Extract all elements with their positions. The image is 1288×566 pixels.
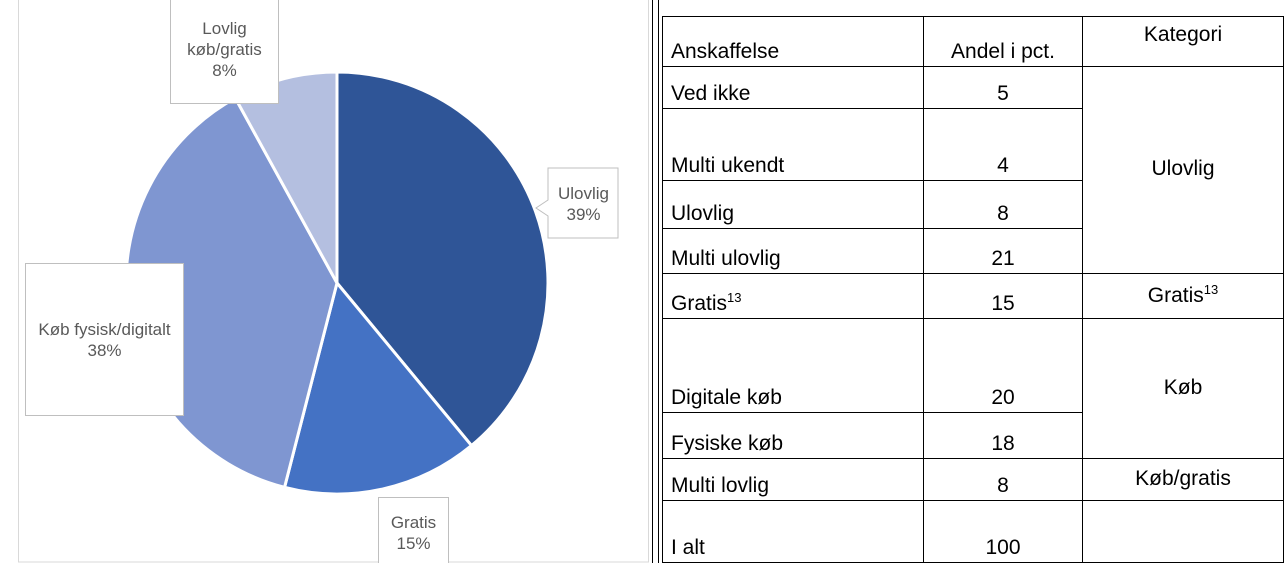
table-row: Gratis13 15 Gratis13 (662, 273, 1284, 319)
slice-name: Ulovlig (557, 183, 610, 203)
slice-label: Ulovlig 39% (550, 170, 617, 237)
cell: 8 (923, 180, 1083, 229)
pie-slice (335, 70, 550, 448)
header-cell: Andel i pct. (923, 16, 1083, 67)
slice-value: 8% (212, 61, 237, 80)
header-cell: Anskaffelse (662, 16, 924, 67)
table-row: Ulovlig 8 (662, 180, 1284, 229)
category-cell: Køb (1082, 318, 1284, 459)
table-row: Multi ukendt 4 (662, 108, 1284, 181)
table-row: Multi ulovlig 21 (662, 228, 1284, 274)
cell: Multi lovlig (662, 458, 924, 501)
pie-slice (282, 279, 474, 496)
slice-label: Lovlig køb/gratis 8% (172, 0, 277, 102)
slice-value: 38% (87, 340, 122, 360)
cell: I alt (662, 500, 924, 563)
divider (658, 0, 659, 563)
cell: 21 (923, 228, 1083, 274)
data-table: Anskaffelse Andel i pct. Kategori Ved ikke 5… (662, 16, 1284, 563)
table-row: Multi lovlig 8 Køb/gratis (662, 458, 1284, 501)
table-row: Digitale køb 20 Køb (662, 318, 1284, 459)
cell: Fysiske køb (662, 412, 924, 459)
footnote-ref: 13 (727, 290, 742, 305)
cell: 4 (923, 108, 1083, 181)
cell (1082, 500, 1284, 563)
slice-value: 15% (396, 533, 431, 553)
divider (652, 0, 653, 563)
cell-text: Gratis (1147, 284, 1204, 307)
cell: 18 (923, 412, 1083, 459)
cell: Multi ukendt (662, 108, 924, 181)
cell: Ved ikke (662, 66, 924, 109)
cell: Multi ulovlig (662, 228, 924, 274)
cell: Digitale køb (662, 318, 924, 413)
chart-frame (18, 0, 649, 563)
slice-name: Lovlig køb/gratis (187, 19, 262, 59)
table-row: Fysiske køb 18 (662, 412, 1284, 459)
slice-value: 39% (566, 204, 601, 224)
cell: 15 (923, 273, 1083, 319)
header-row: Anskaffelse Andel i pct. Kategori (662, 16, 1284, 67)
cell-text: Gratis (671, 292, 728, 315)
cell: 20 (923, 318, 1083, 413)
cell: Gratis13 (662, 273, 924, 319)
footnote-ref: 13 (1203, 282, 1219, 297)
category-cell: Gratis13 (1082, 273, 1284, 319)
category-cell: Køb/gratis (1082, 458, 1284, 501)
cell: Ulovlig (662, 180, 924, 229)
cell: 100 (923, 500, 1083, 563)
slice-name: Gratis (390, 512, 437, 532)
header-cell: Kategori (1082, 16, 1284, 67)
slice-name: Køb fysisk/digitalt (38, 319, 171, 339)
slice-label: Køb fysisk/digitalt 38% (27, 265, 182, 414)
cell: 8 (923, 458, 1083, 501)
cell: 5 (923, 66, 1083, 109)
table-row: Ved ikke 5 Ulovlig (662, 66, 1284, 274)
slice-label: Gratis 15% (380, 499, 447, 566)
table-row: I alt 100 (662, 500, 1284, 563)
category-cell: Ulovlig (1082, 66, 1284, 274)
